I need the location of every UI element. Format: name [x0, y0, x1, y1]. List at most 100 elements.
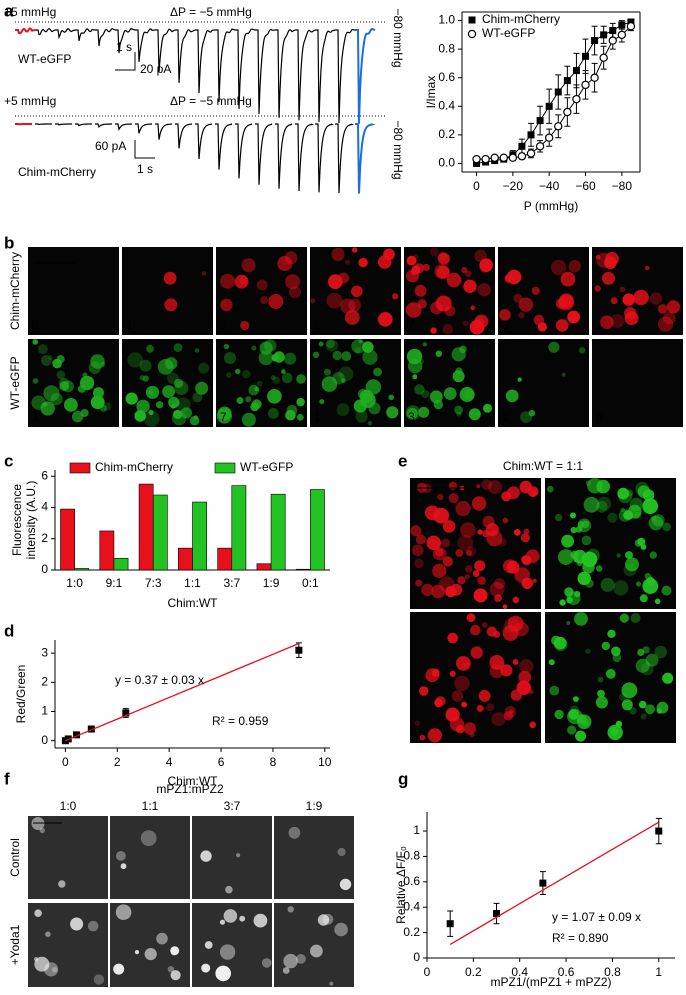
- annotation: y = 0.37 ± 0.03 x: [115, 673, 204, 687]
- cell: [623, 293, 635, 305]
- cell: [198, 363, 209, 374]
- cell: [174, 379, 183, 388]
- cell: [283, 954, 297, 968]
- x-axis-label: P (mmHg): [524, 199, 578, 213]
- cell: [202, 271, 206, 275]
- cell: [175, 401, 180, 406]
- cell: [454, 676, 470, 692]
- cell: [224, 344, 229, 349]
- column-label: 1:9: [306, 799, 323, 813]
- cell: [455, 549, 463, 557]
- cell: [383, 249, 395, 261]
- cell: [410, 525, 421, 536]
- cell: [658, 317, 673, 332]
- micrograph: [274, 903, 354, 987]
- x-tick-label: 10: [318, 755, 332, 769]
- cell: [556, 319, 569, 332]
- current-trace: [355, 29, 375, 124]
- annotation: R² = 0.959: [212, 714, 269, 728]
- current-trace: [95, 29, 115, 46]
- cell: [414, 384, 424, 394]
- cell: [412, 266, 421, 275]
- current-trace: [335, 30, 355, 124]
- cell: [418, 407, 429, 418]
- cell: [200, 850, 211, 861]
- pressure-start-label: +5 mmHg: [4, 5, 56, 19]
- tile-label: 9: [502, 318, 509, 332]
- data-point: [546, 134, 553, 141]
- data-point: [609, 37, 616, 44]
- cell: [601, 578, 615, 592]
- cell: [413, 254, 418, 259]
- cell: [273, 377, 280, 384]
- cell: [156, 933, 168, 945]
- cell: [554, 710, 563, 719]
- cell: [507, 270, 522, 285]
- column-label: 1:0: [60, 799, 77, 813]
- cell: [449, 482, 457, 490]
- cell: [567, 311, 580, 324]
- cell: [445, 586, 456, 597]
- cell: [52, 359, 62, 369]
- data-point: [518, 153, 525, 160]
- cell: [500, 664, 512, 676]
- cell: [631, 613, 641, 623]
- row-label: WT-eGFP: [8, 356, 22, 409]
- cell: [224, 352, 236, 364]
- cell: [146, 386, 159, 399]
- cell: [328, 274, 343, 289]
- panel-label: b: [4, 233, 14, 252]
- current-trace: [275, 30, 295, 118]
- cell: [296, 398, 304, 406]
- cell: [437, 494, 443, 500]
- panel-label: g: [398, 769, 408, 788]
- cell: [443, 556, 453, 566]
- data-point: [518, 143, 525, 150]
- cell: [78, 385, 86, 393]
- pressure-step-label: ΔP = −5 mmHg: [170, 5, 252, 19]
- cell: [34, 909, 42, 917]
- cell: [283, 967, 290, 974]
- cell: [226, 372, 232, 378]
- cell: [587, 478, 602, 493]
- cell: [513, 597, 520, 604]
- cell: [637, 649, 644, 656]
- cell: [531, 491, 537, 497]
- cell: [443, 324, 454, 335]
- y-tick-label: 0: [41, 562, 48, 576]
- data-point: [546, 103, 553, 110]
- cell: [471, 646, 483, 658]
- cell: [479, 258, 493, 272]
- cell: [257, 381, 263, 387]
- data-point: [591, 37, 598, 44]
- current-trace: [155, 124, 172, 140]
- cell: [595, 285, 601, 291]
- cell: [368, 421, 372, 425]
- cell: [220, 944, 235, 959]
- cell: [570, 512, 576, 518]
- cell: [415, 580, 422, 587]
- cell: [156, 401, 163, 408]
- cell: [83, 373, 88, 378]
- data-point: [555, 123, 562, 130]
- fit-line: [450, 822, 659, 944]
- cell: [450, 671, 456, 677]
- bar: [232, 486, 246, 570]
- cell: [641, 714, 647, 720]
- cell: [168, 966, 174, 972]
- cell: [322, 376, 338, 392]
- cell: [574, 591, 580, 597]
- cell: [513, 294, 522, 303]
- cell: [33, 378, 39, 384]
- data-point: [582, 81, 589, 88]
- cell: [477, 705, 484, 712]
- x-tick-label: −80: [612, 179, 633, 193]
- cell: [423, 342, 427, 346]
- cell: [319, 342, 324, 347]
- x-tick-label: 7:3: [145, 576, 162, 590]
- cell: [126, 393, 138, 405]
- cell: [355, 347, 361, 353]
- cell: [89, 362, 101, 374]
- cell: [570, 705, 579, 714]
